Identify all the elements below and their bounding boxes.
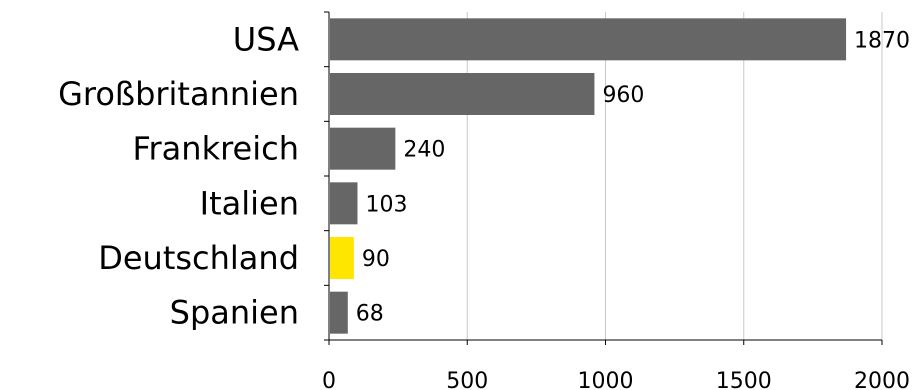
value-label-frankreich: 240 — [403, 138, 445, 163]
value-label-italien: 103 — [365, 192, 407, 217]
x-tick-label-1000: 1000 — [578, 369, 634, 390]
bars — [330, 18, 847, 334]
value-label-gro-britannien: 960 — [602, 83, 644, 108]
grid-lines — [466, 12, 883, 340]
value-label-deutschland: 90 — [362, 247, 390, 272]
bar-deutschland — [330, 237, 354, 279]
labels: 1870 USA 960 Großbritannien 240 Frankreich 103… — [58, 20, 910, 390]
bar-italien — [330, 182, 358, 225]
bar-frankreich — [330, 127, 396, 170]
x-tick-label-1500: 1500 — [716, 369, 772, 390]
x-tick-label-0: 0 — [322, 369, 336, 390]
bar-gro-britannien — [330, 73, 595, 115]
value-label-spanien: 68 — [356, 302, 384, 327]
axes — [324, 11, 883, 345]
category-label-gro-britannien: Großbritannien — [58, 75, 299, 113]
category-label-deutschland: Deutschland — [98, 239, 299, 277]
bar-usa — [330, 18, 847, 61]
category-label-spanien: Spanien — [170, 294, 299, 332]
value-label-usa: 1870 — [854, 28, 910, 53]
bar-spanien — [330, 291, 348, 334]
x-tick-label-2000: 2000 — [854, 369, 910, 390]
category-label-frankreich: Frankreich — [132, 130, 299, 168]
category-label-usa: USA — [233, 20, 299, 58]
category-label-italien: Italien — [200, 184, 299, 222]
x-tick-label-500: 500 — [446, 369, 488, 390]
